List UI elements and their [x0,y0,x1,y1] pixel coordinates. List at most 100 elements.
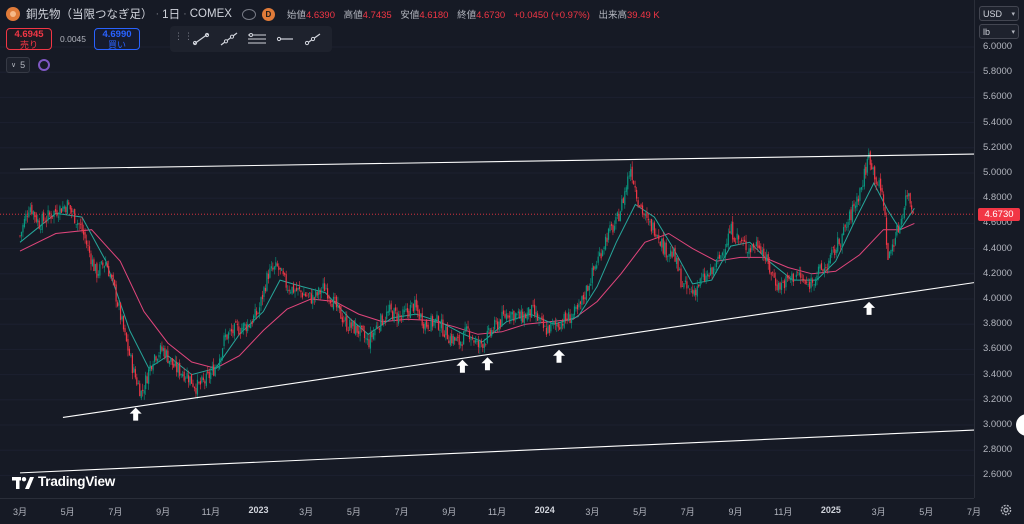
candle-body [570,317,573,323]
gear-icon[interactable] [999,503,1013,517]
candle-body [149,365,151,372]
price-chart[interactable] [0,0,975,498]
indicator-settings-icon[interactable] [38,59,51,71]
price-tick-label: 4.2000 [983,267,1013,279]
candle-body [764,257,766,261]
symbol-title[interactable]: 銅先物（当限つなぎ足） [26,9,153,21]
brand-name: TradingView [38,474,116,489]
candle-body [838,239,840,245]
moving-averages [19,181,915,376]
candle-body [528,307,530,315]
candle-body [108,266,110,277]
candle-body [353,320,355,334]
buy-button[interactable]: 4.6990 買い [94,28,140,50]
candle-body [674,247,676,262]
candle-body [378,328,380,330]
price-axis[interactable]: 6.0000 5.8000 5.6000 5.4000 5.2000 5.0000 4.80… [974,0,1024,498]
up-arrow-marker-icon [863,301,876,315]
candle-body [278,266,280,271]
time-tick-label: 11月 [201,507,220,517]
candle-body [872,167,874,170]
chart-pane[interactable] [0,0,975,498]
tradingview-logo[interactable]: TradingView [12,474,115,489]
candle-body [715,259,718,268]
sell-button[interactable]: 4.6945 売り [6,28,52,50]
candle-body [758,245,760,249]
lower-channel-line[interactable] [19,429,975,474]
parallel-channel-icon[interactable] [244,28,270,50]
candle-body [760,246,762,254]
trend-line-icon[interactable] [188,28,214,50]
candle-body [179,362,181,376]
low-label: 安値 [400,10,420,21]
upper-channel-line[interactable] [19,153,975,170]
candle-body [43,212,45,221]
price-tick-label: 2.6000 [983,469,1013,481]
candle-body [655,234,657,237]
candle-body [653,222,655,236]
interval-label[interactable]: 1日 [162,9,181,21]
candle-body [285,274,287,288]
indicators-toggle[interactable]: ∨ 5 [6,57,31,73]
candle-body [176,361,178,373]
candle-body [677,258,679,272]
candle-body [809,281,811,289]
eye-icon[interactable] [241,8,256,20]
time-tick-label: 2024 [534,505,555,515]
candle-body [403,310,406,312]
candle-body [588,285,590,291]
candle-body [91,259,94,266]
delay-badge[interactable]: D [261,7,275,21]
spread-value: 0.0045 [60,34,86,44]
candle-body [428,330,431,332]
candle-body [643,213,645,216]
extended-line-icon[interactable] [216,28,242,50]
horizontal-ray-icon[interactable] [272,28,298,50]
candle-body [423,323,425,329]
time-tick-label: 7月 [394,507,409,517]
candle-body [603,247,605,250]
candle-body [452,335,454,345]
info-line-icon[interactable] [300,28,326,50]
candle-body [840,245,842,247]
candle-body [885,217,888,245]
candle-body [834,248,836,256]
candle-body [542,318,545,329]
candle-body [439,329,441,331]
candle-body [690,291,692,292]
candle-body [884,207,886,216]
candle-body [492,330,494,332]
candle-body [562,323,564,326]
candle-body [324,283,326,292]
candle-body [114,279,116,286]
candle-body [618,213,620,222]
candle-body [627,176,629,190]
candle-body [727,233,729,246]
trendlines[interactable] [19,153,975,474]
time-axis[interactable]: 3月 5月 7月 9月 11月 2023 3月 5月 7月 9月 11月 2024 3月 5月 7月 9月 11… [0,498,981,524]
candle-body [504,314,506,318]
unit-select[interactable]: lb ▾ [979,24,1019,39]
candle-body [763,248,765,257]
low-value: 4.6180 [419,10,449,21]
side-panel-button[interactable] [1016,414,1024,436]
candle-body [670,250,672,257]
candle-body [817,266,820,275]
candle-body [585,285,587,301]
candle-body [888,251,891,259]
candle-body [581,296,583,305]
open-value: 4.6390 [305,10,335,21]
copper-symbol-icon[interactable] [6,7,20,21]
candle-body [173,363,175,368]
candle-body [531,305,533,318]
support-line[interactable] [62,282,975,418]
candle-body [205,373,207,386]
candle-body [551,322,553,324]
up-arrow-marker-icon [553,349,566,363]
candle-body [267,273,270,279]
currency-select[interactable]: USD ▾ [979,6,1019,21]
candle-body [69,204,71,210]
drag-handle-icon[interactable]: ⋮⋮ [174,31,194,41]
candle-body [440,319,443,329]
candle-body [517,311,519,314]
